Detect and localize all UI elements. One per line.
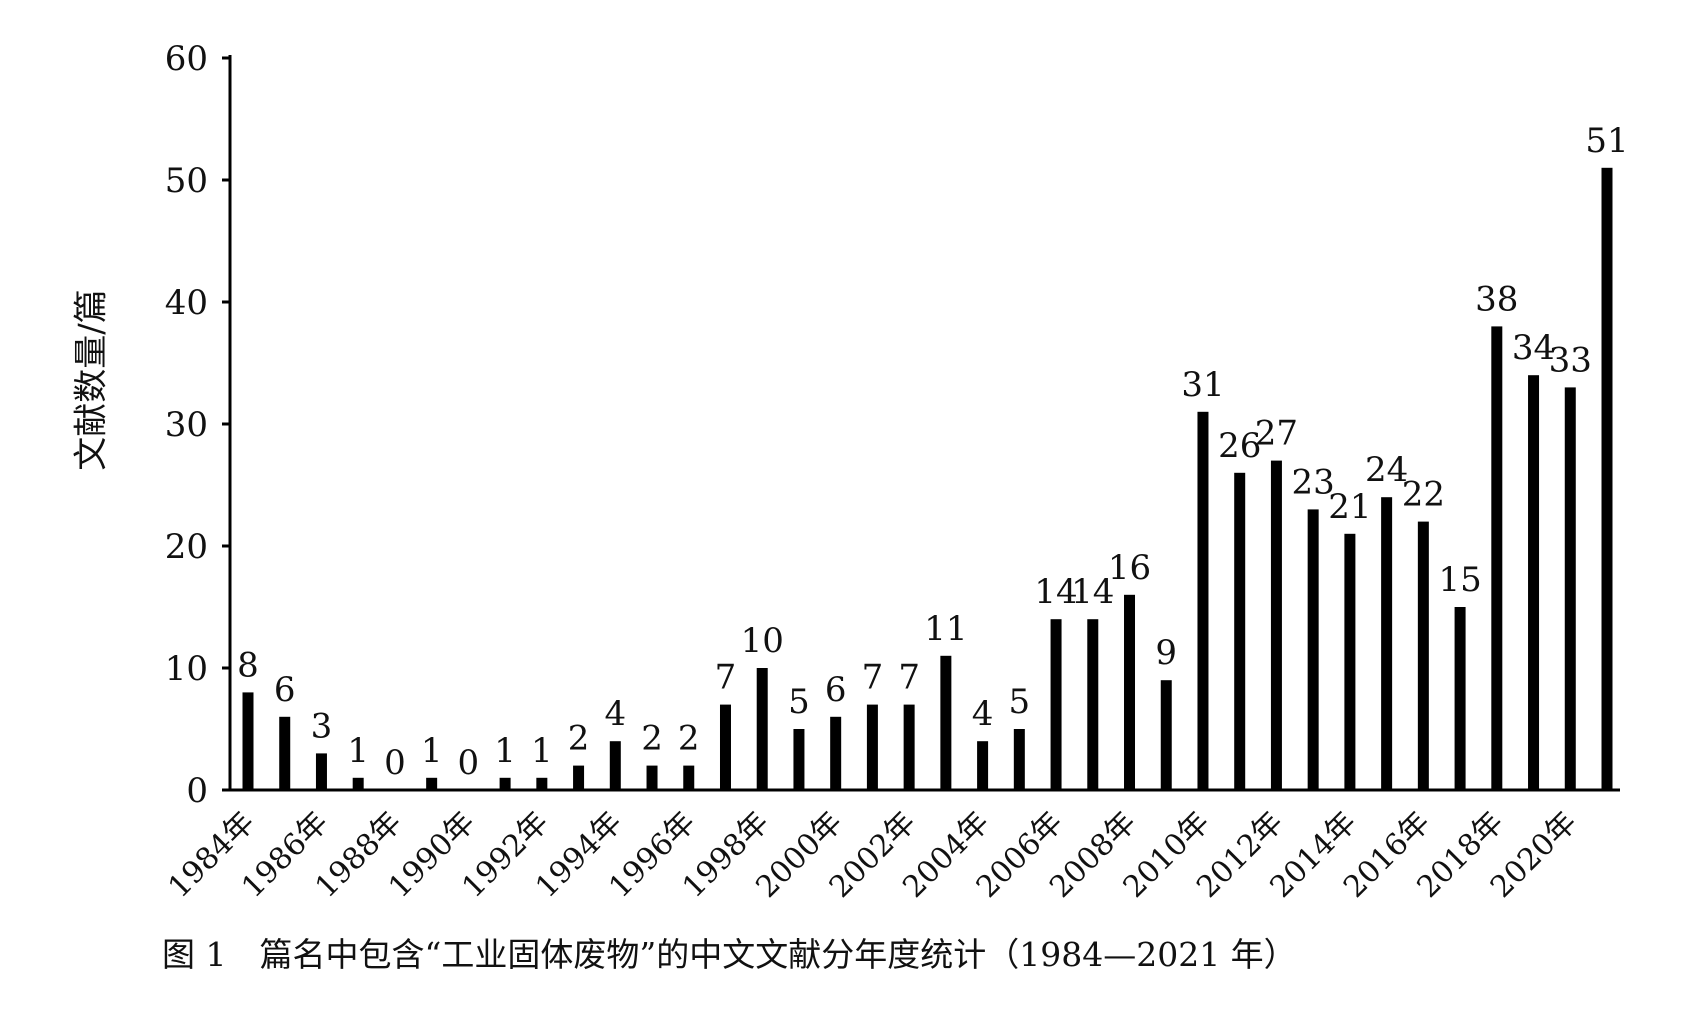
bar — [1307, 509, 1319, 790]
bar — [1050, 619, 1062, 790]
bar — [866, 704, 878, 790]
bar-value-label: 14 — [1034, 572, 1077, 612]
bar — [1344, 533, 1356, 790]
bar-value-label: 2 — [568, 719, 590, 759]
bar-value-label: 8 — [237, 645, 259, 685]
bar — [1454, 607, 1466, 790]
bar-value-label: 10 — [741, 621, 784, 661]
bar — [1491, 326, 1503, 790]
bar — [1417, 521, 1429, 790]
bar-value-label: 51 — [1585, 121, 1628, 161]
bar — [1601, 167, 1613, 791]
bar — [536, 777, 548, 790]
bar-value-label: 34 — [1512, 328, 1555, 368]
bar — [1087, 619, 1099, 790]
bar — [279, 716, 291, 790]
bar-value-label: 31 — [1181, 365, 1224, 405]
bar-value-label: 15 — [1438, 560, 1481, 600]
bar — [1528, 375, 1540, 790]
bar-value-label: 14 — [1071, 572, 1114, 612]
bar-value-label: 5 — [788, 682, 810, 722]
bar-value-label: 23 — [1292, 462, 1335, 502]
y-tick-label: 20 — [165, 527, 208, 567]
y-tick-label: 10 — [165, 649, 208, 689]
bar — [352, 777, 364, 790]
bar — [977, 741, 989, 790]
y-axis-title: 文献数量/篇 — [52, 240, 132, 520]
bar-value-label: 3 — [311, 706, 333, 746]
bar-value-label: 16 — [1108, 548, 1151, 588]
bar-value-label: 0 — [384, 743, 406, 783]
bar-value-label: 1 — [421, 731, 443, 771]
bar — [1234, 472, 1246, 790]
bar-value-label: 2 — [678, 719, 700, 759]
bar-value-label: 22 — [1402, 475, 1445, 515]
figure-caption: 图 1 篇名中包含“工业固体废物”的中文文献分年度统计（1984—2021 年） — [162, 935, 1297, 974]
bar — [683, 765, 695, 790]
y-axis-title-text: 文献数量/篇 — [72, 289, 112, 471]
bar — [903, 704, 915, 790]
bar-value-label: 6 — [274, 670, 296, 710]
y-tick-label: 60 — [165, 39, 208, 79]
bar — [1197, 411, 1209, 790]
bar-value-label: 24 — [1365, 450, 1408, 490]
bar-value-label: 38 — [1475, 279, 1518, 319]
bar-value-label: 1 — [347, 731, 369, 771]
y-tick-label: 40 — [165, 283, 208, 323]
bar-value-label: 27 — [1255, 414, 1298, 454]
x-axis-ticks: 1984年1986年1988年1990年1992年1994年1996年1998年… — [162, 805, 1584, 905]
bar — [426, 777, 438, 790]
bar — [646, 765, 658, 790]
bar — [1381, 497, 1393, 790]
bar-value-label: 2 — [641, 719, 663, 759]
bar-value-label: 5 — [1009, 682, 1031, 722]
bar — [1270, 460, 1282, 790]
bar — [315, 753, 327, 790]
bar — [1160, 680, 1172, 790]
bar — [1124, 594, 1136, 790]
bar — [830, 716, 842, 790]
bars-group — [242, 167, 1613, 791]
bar — [719, 704, 731, 790]
bar — [940, 655, 952, 790]
bar — [242, 692, 254, 790]
bar-value-label: 9 — [1155, 633, 1177, 673]
bar — [499, 777, 511, 790]
bar-value-label: 33 — [1549, 340, 1592, 380]
bar-value-label: 11 — [924, 609, 967, 649]
y-tick-label: 30 — [165, 405, 208, 445]
bar — [609, 741, 621, 790]
bar-value-label: 7 — [898, 658, 920, 698]
bar — [573, 765, 585, 790]
bar-value-label: 1 — [531, 731, 553, 771]
bar-value-label: 0 — [458, 743, 480, 783]
bar — [793, 729, 805, 790]
bar-value-label: 1 — [494, 731, 516, 771]
bar — [1013, 729, 1025, 790]
y-tick-label: 0 — [186, 771, 208, 811]
bar — [756, 668, 768, 790]
bar — [1564, 387, 1576, 790]
bar-value-label: 26 — [1218, 426, 1261, 466]
bar-value-label: 4 — [604, 694, 626, 734]
bar-value-label: 7 — [862, 658, 884, 698]
y-axis-ticks: 0 10 20 30 40 50 60 — [165, 39, 230, 811]
bar-value-label: 21 — [1328, 487, 1371, 527]
bar-value-label: 7 — [715, 658, 737, 698]
bar-value-label: 6 — [825, 670, 847, 710]
y-tick-label: 50 — [165, 161, 208, 201]
bar-value-label: 4 — [972, 694, 994, 734]
